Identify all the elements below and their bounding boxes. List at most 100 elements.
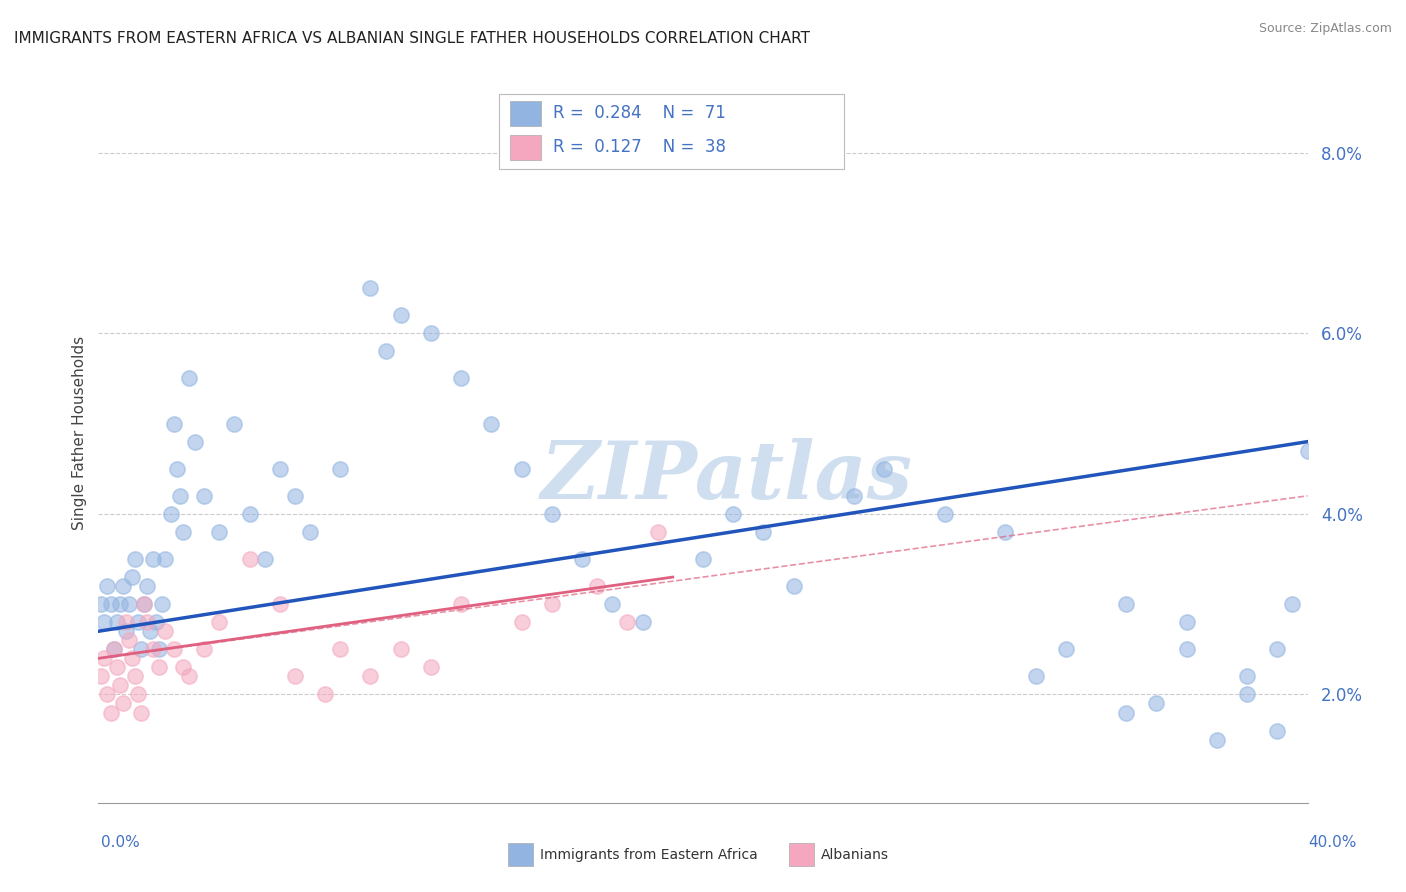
Point [1236, 669, 1258, 683]
Text: 40.0%: 40.0% [1309, 836, 1357, 850]
Text: R =  0.284    N =  71: R = 0.284 N = 71 [553, 104, 725, 122]
Point [1144, 697, 1167, 711]
Point [90, 669, 112, 683]
Point [269, 597, 291, 611]
Point [420, 660, 443, 674]
Point [1115, 597, 1137, 611]
Point [103, 642, 125, 657]
Point [96, 579, 118, 593]
Point [193, 489, 215, 503]
Point [93, 651, 115, 665]
Text: R =  0.127    N =  38: R = 0.127 N = 38 [553, 138, 725, 156]
Point [135, 579, 157, 593]
Point [118, 597, 141, 611]
Point [179, 371, 201, 385]
Point [111, 579, 134, 593]
Point [100, 706, 122, 720]
Text: IMMIGRANTS FROM EASTERN AFRICA VS ALBANIAN SINGLE FATHER HOUSEHOLDS CORRELATION : IMMIGRANTS FROM EASTERN AFRICA VS ALBANI… [14, 31, 810, 46]
Point [647, 524, 669, 539]
Point [844, 489, 866, 503]
Point [148, 642, 170, 657]
Point [111, 697, 134, 711]
Point [127, 615, 149, 630]
Point [184, 434, 207, 449]
Point [723, 507, 745, 521]
Point [571, 552, 593, 566]
Point [96, 688, 118, 702]
Text: ZIPatlas: ZIPatlas [541, 438, 914, 516]
Point [389, 308, 412, 322]
Point [121, 651, 143, 665]
Point [1206, 732, 1229, 747]
Point [1024, 669, 1046, 683]
Point [172, 660, 194, 674]
Point [166, 461, 188, 475]
Point [1296, 443, 1319, 458]
Y-axis label: Single Father Households: Single Father Households [72, 335, 87, 530]
Point [124, 669, 146, 683]
Point [114, 624, 136, 639]
Point [163, 417, 186, 431]
Point [692, 552, 714, 566]
Point [208, 615, 231, 630]
Text: Source: ZipAtlas.com: Source: ZipAtlas.com [1258, 22, 1392, 36]
Point [994, 524, 1017, 539]
Point [142, 552, 165, 566]
Point [224, 417, 246, 431]
Point [934, 507, 956, 521]
Point [142, 642, 165, 657]
Point [374, 344, 396, 359]
Point [90, 597, 112, 611]
Point [314, 688, 336, 702]
Point [163, 642, 186, 657]
Point [284, 489, 307, 503]
Point [510, 461, 533, 475]
Point [752, 524, 775, 539]
Point [93, 615, 115, 630]
Point [1175, 642, 1198, 657]
Point [284, 669, 307, 683]
Point [329, 461, 352, 475]
Point [129, 642, 152, 657]
Point [360, 281, 382, 295]
Point [389, 642, 412, 657]
Point [139, 624, 162, 639]
Point [132, 597, 155, 611]
Point [103, 642, 125, 657]
Point [510, 615, 533, 630]
Point [1175, 615, 1198, 630]
Point [153, 624, 176, 639]
Point [540, 597, 562, 611]
Point [105, 615, 128, 630]
Point [1236, 688, 1258, 702]
Point [239, 552, 262, 566]
Point [193, 642, 215, 657]
Point [329, 642, 352, 657]
Point [1267, 723, 1289, 738]
Point [208, 524, 231, 539]
Text: 0.0%: 0.0% [101, 836, 141, 850]
Point [450, 371, 472, 385]
Point [1267, 642, 1289, 657]
Point [124, 552, 146, 566]
Point [108, 678, 131, 692]
Point [150, 597, 173, 611]
Point [160, 507, 183, 521]
Point [873, 461, 896, 475]
Point [269, 461, 291, 475]
Point [100, 597, 122, 611]
Point [253, 552, 276, 566]
Point [783, 579, 806, 593]
Point [108, 597, 131, 611]
Text: Albanians: Albanians [821, 847, 889, 862]
Point [172, 524, 194, 539]
Point [153, 552, 176, 566]
Point [299, 524, 322, 539]
Text: Immigrants from Eastern Africa: Immigrants from Eastern Africa [540, 847, 758, 862]
Point [616, 615, 638, 630]
Point [114, 615, 136, 630]
Point [121, 570, 143, 584]
Point [360, 669, 382, 683]
Point [540, 507, 562, 521]
Point [135, 615, 157, 630]
